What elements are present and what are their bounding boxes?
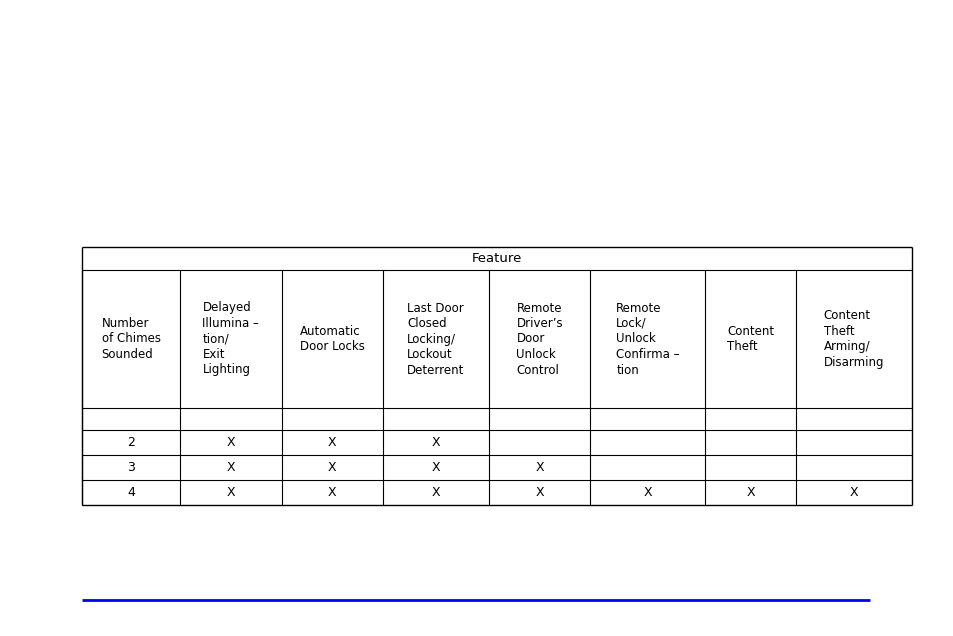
Text: X: X xyxy=(535,461,543,474)
Text: X: X xyxy=(328,486,336,499)
Text: Content
Theft: Content Theft xyxy=(726,325,774,353)
Text: Number
of Chimes
Sounded: Number of Chimes Sounded xyxy=(102,317,160,361)
Text: 4: 4 xyxy=(127,486,135,499)
Text: X: X xyxy=(535,486,543,499)
Text: X: X xyxy=(745,486,754,499)
Text: X: X xyxy=(328,436,336,449)
Text: Remote
Driver’s
Door
Unlock
Control: Remote Driver’s Door Unlock Control xyxy=(516,301,562,377)
Text: X: X xyxy=(227,486,235,499)
Text: Content
Theft
Arming/
Disarming: Content Theft Arming/ Disarming xyxy=(822,309,883,369)
Text: 3: 3 xyxy=(127,461,135,474)
Text: X: X xyxy=(643,486,652,499)
Text: X: X xyxy=(227,436,235,449)
Text: Automatic
Door Locks: Automatic Door Locks xyxy=(299,325,364,353)
Text: X: X xyxy=(431,436,439,449)
Text: X: X xyxy=(431,461,439,474)
Text: Last Door
Closed
Locking/
Lockout
Deterrent: Last Door Closed Locking/ Lockout Deterr… xyxy=(407,301,464,377)
Text: X: X xyxy=(849,486,858,499)
Text: Delayed
Illumina –
tion/
Exit
Lighting: Delayed Illumina – tion/ Exit Lighting xyxy=(202,301,259,377)
Text: X: X xyxy=(328,461,336,474)
Text: X: X xyxy=(431,486,439,499)
Text: Feature: Feature xyxy=(472,252,521,265)
Text: Remote
Lock/
Unlock
Confirma –
tion: Remote Lock/ Unlock Confirma – tion xyxy=(616,301,679,377)
Text: 2: 2 xyxy=(127,436,135,449)
Text: X: X xyxy=(227,461,235,474)
